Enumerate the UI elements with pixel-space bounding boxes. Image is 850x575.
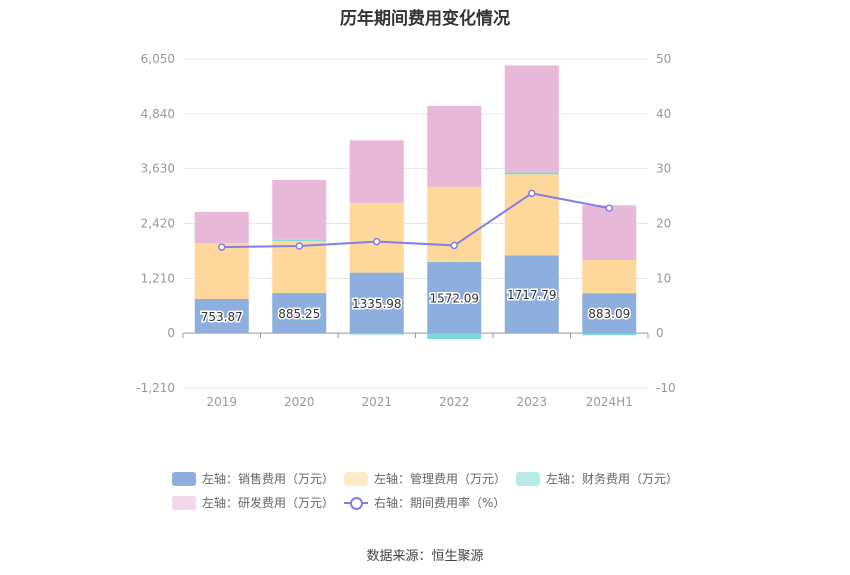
legend-label: 左轴：管理费用（万元） (374, 472, 507, 486)
legend-label: 左轴：研发费用（万元） (202, 496, 335, 510)
x-tick-label: 2023 (516, 395, 547, 409)
rate-point (450, 241, 458, 250)
bar-segment (194, 211, 249, 244)
bar-data-label: 753.87 (201, 310, 243, 324)
bar-segment (582, 205, 637, 261)
bar-segment (504, 172, 559, 175)
bar-segment (427, 186, 482, 262)
rate-point (605, 204, 613, 212)
y-right-tick-label: 40 (656, 107, 671, 121)
y-left-tick-label: 3,630 (141, 162, 175, 176)
legend-item[interactable]: 左轴：销售费用（万元） (172, 470, 334, 487)
legend-item[interactable]: 左轴：研发费用（万元） (172, 494, 334, 511)
rate-line-layer (218, 189, 613, 251)
rate-line (221, 192, 610, 249)
bar-segment (349, 272, 404, 334)
bar-segment (272, 179, 327, 240)
rate-point (218, 243, 226, 251)
legend-item[interactable]: 左轴：管理费用（万元） (344, 470, 506, 487)
bar-segment (504, 255, 559, 334)
chart-title: 历年期间费用变化情况 (340, 9, 510, 29)
legend-swatch (172, 495, 196, 510)
bar-data-label: 1335.98 (352, 297, 402, 311)
y-right-tick-label: 30 (656, 162, 671, 176)
rate-point (528, 189, 536, 198)
bar-segment (194, 243, 249, 300)
bar-segment (427, 261, 482, 334)
bar-segment (582, 260, 637, 294)
data-label-layer: 753.87 885.25 1335.98 1572.09 1717.79 883.09 (199, 287, 632, 326)
bar-segment (349, 333, 404, 335)
grid-lines (183, 58, 648, 389)
bar-data-label: 1717.79 (507, 288, 557, 302)
y-right-tick-label: 20 (656, 217, 671, 231)
bar-segment (504, 174, 559, 256)
legend-label: 左轴：财务费用（万元） (546, 472, 679, 486)
legend-item[interactable]: 左轴：财务费用（万元） (516, 470, 678, 487)
bar-segment (349, 140, 404, 203)
bar-segment (582, 333, 637, 336)
y-right-tick-label: -10 (656, 381, 676, 395)
y-left-tick-label: -1,210 (136, 381, 175, 395)
bar-data-label: 1572.09 (429, 292, 479, 306)
bar-segment (427, 106, 482, 187)
y-right-tick-label: 0 (656, 326, 664, 340)
x-tick-label: 2020 (284, 395, 315, 409)
legend-swatch (344, 471, 368, 486)
x-tick-label: 2022 (439, 395, 470, 409)
y-left-tick-label: 4,840 (141, 107, 175, 121)
y-right-tick-label: 50 (656, 52, 671, 66)
y-left-tick-label: 2,420 (141, 217, 175, 231)
bar-segment (427, 333, 482, 340)
x-tick-label: 2019 (206, 395, 237, 409)
bar-data-label: 885.25 (278, 307, 320, 321)
legend-label: 左轴：销售费用（万元） (202, 472, 335, 486)
bar-segment (504, 65, 559, 173)
legend-swatch (172, 471, 196, 486)
legend-label: 右轴：期间费用率（%） (374, 496, 506, 510)
y-left-tick-label: 0 (167, 326, 175, 340)
bar-layer (194, 65, 637, 340)
bar-segment (194, 299, 249, 334)
rate-point (295, 242, 303, 250)
axis-layer: 6,050 4,840 3,630 2,420 1,210 0 -1,210 50 40 30 20… (136, 52, 675, 409)
bar-segment (272, 239, 327, 241)
y-left-tick-label: 1,210 (141, 271, 175, 285)
y-right-tick-label: 10 (656, 271, 671, 285)
source-note: 数据来源：恒生聚源 (366, 549, 484, 564)
legend-swatch (516, 471, 540, 486)
rate-point (373, 237, 381, 246)
bar-segment (582, 293, 637, 334)
bar-segment (349, 202, 404, 273)
bar-data-label: 883.09 (588, 307, 630, 321)
x-tick-label: 2024H1 (586, 395, 633, 409)
bar-segment (272, 293, 327, 334)
bar-segment (194, 333, 249, 334)
legend-item[interactable]: 右轴：期间费用率（%） (344, 494, 505, 511)
y-left-tick-label: 6,050 (141, 52, 175, 66)
legend-swatch (344, 496, 368, 510)
x-tick-label: 2021 (361, 395, 392, 409)
